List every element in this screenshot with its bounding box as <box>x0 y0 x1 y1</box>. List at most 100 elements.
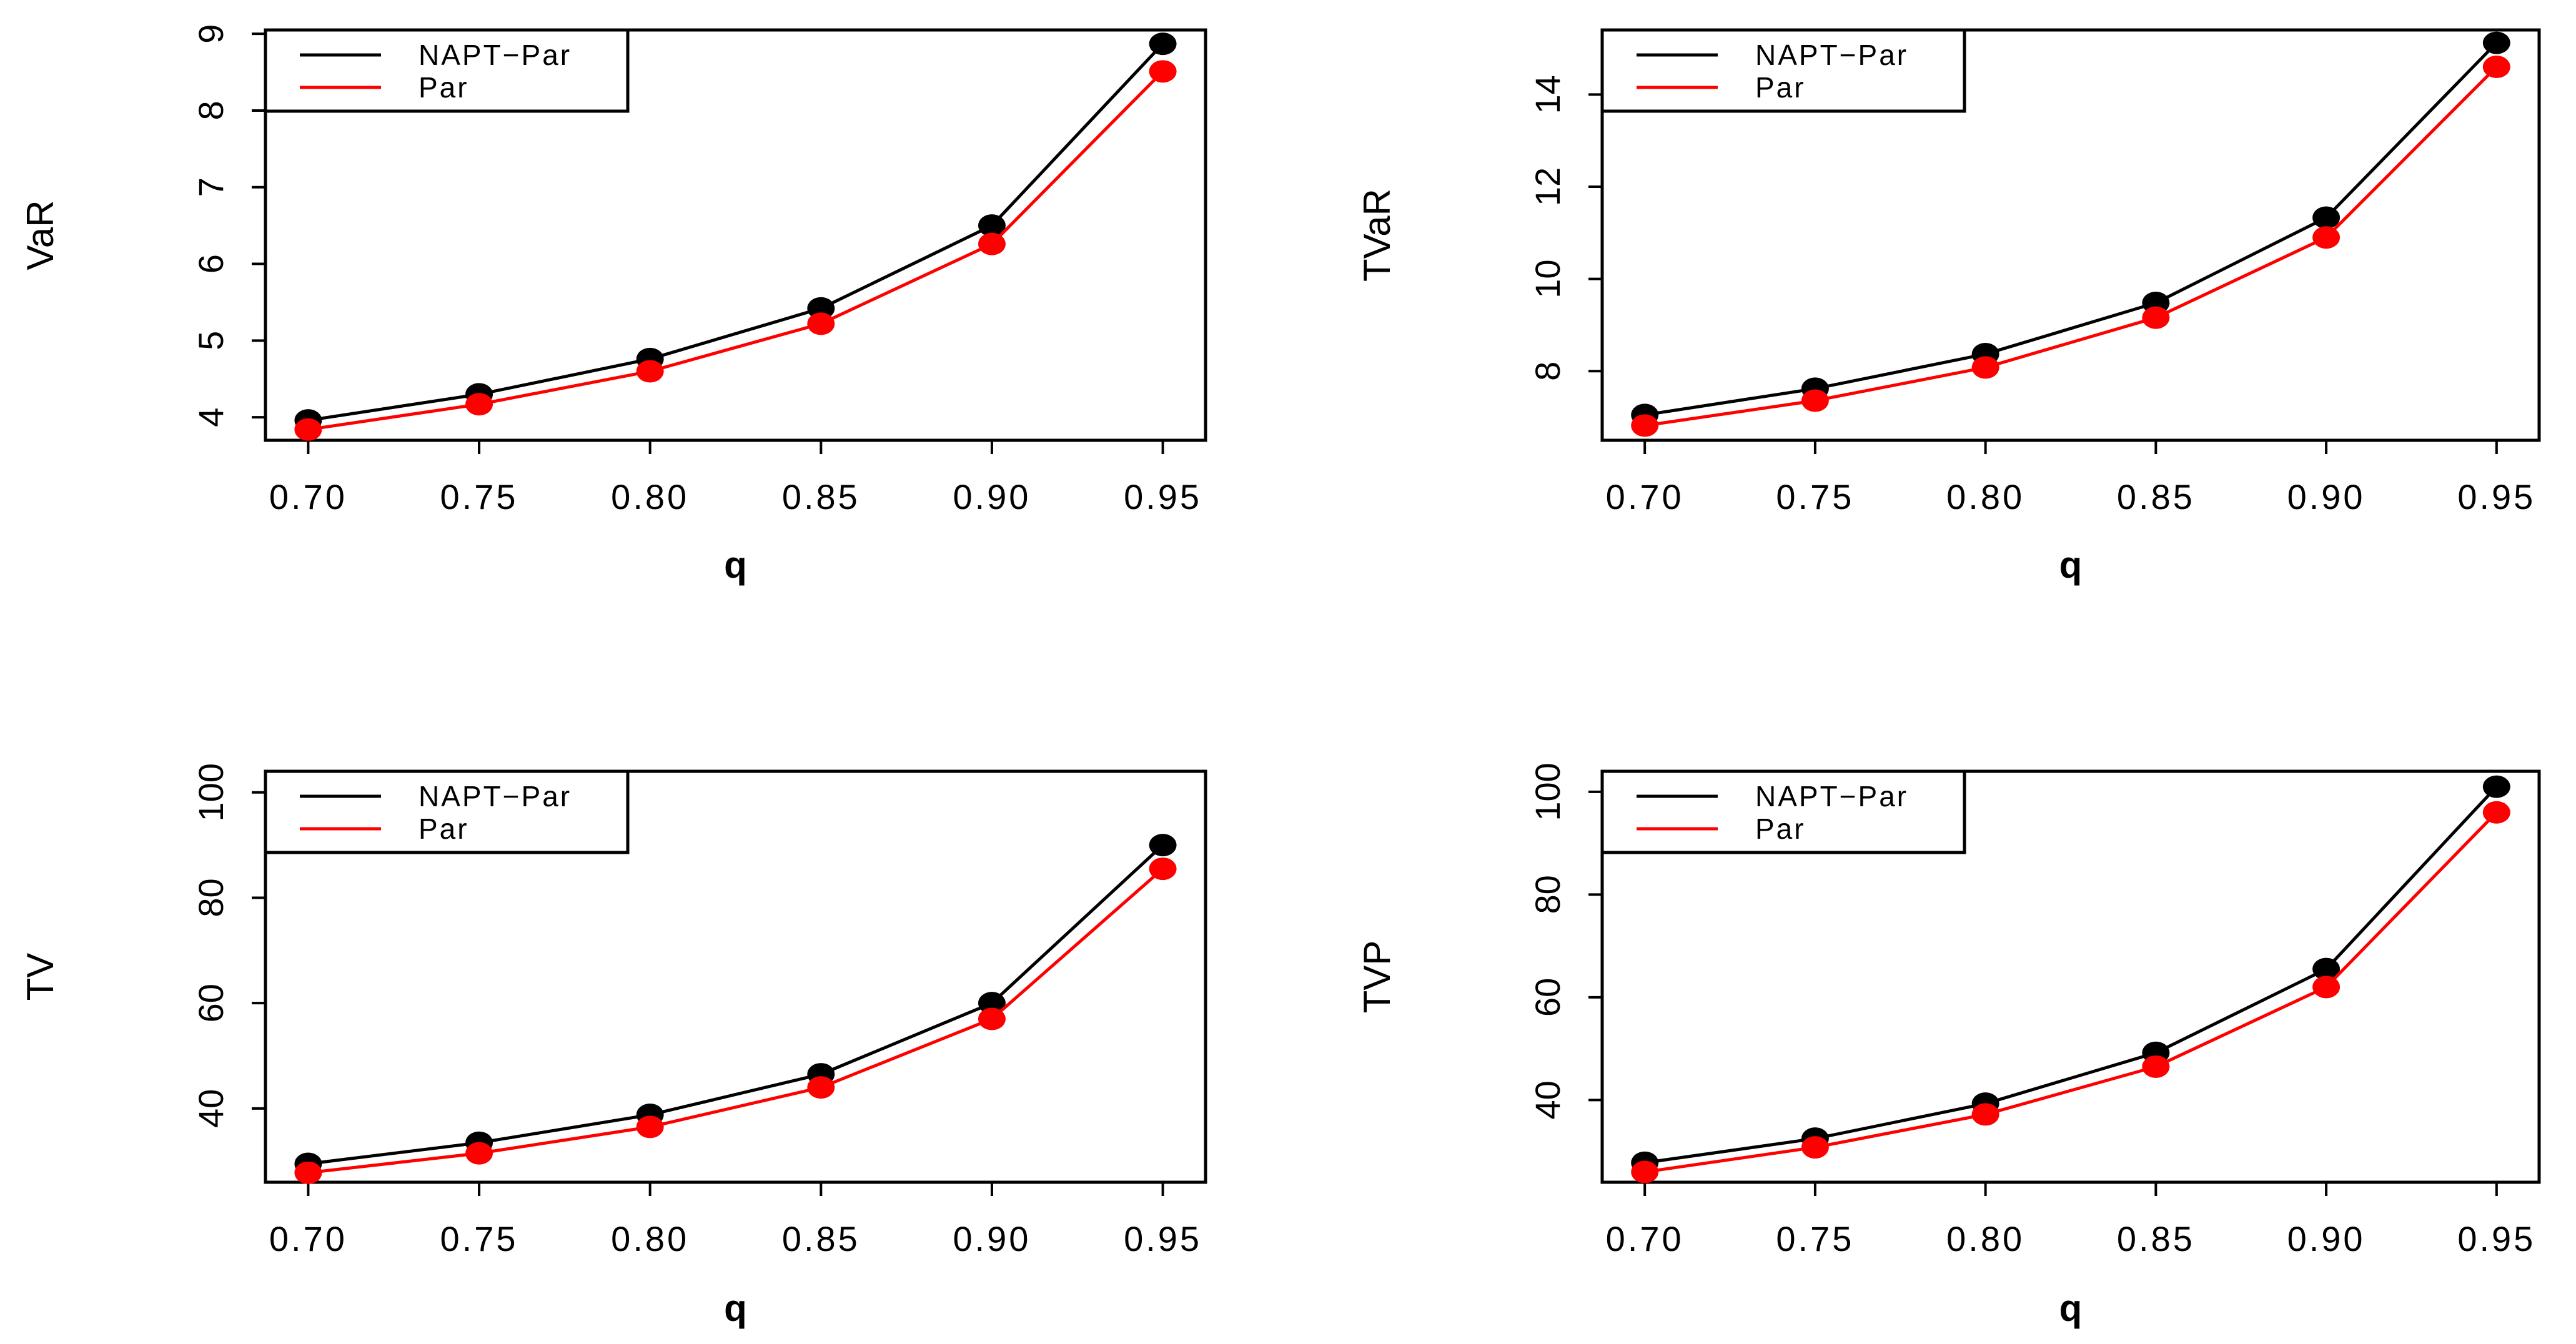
x-axis-title: q <box>724 1287 747 1329</box>
legend-label-par: Par <box>1755 71 1806 104</box>
y-tick-label: 8 <box>1528 362 1567 381</box>
data-point-napt-par <box>2312 957 2341 981</box>
y-tick-label: 60 <box>1528 978 1567 1017</box>
y-tick-label: 80 <box>191 878 230 917</box>
data-point-par <box>465 393 493 416</box>
data-point-par <box>978 232 1006 255</box>
x-tick-label: 0.75 <box>1776 1219 1854 1258</box>
y-axis-title: TVaR <box>1356 189 1398 282</box>
y-tick-label: 12 <box>1528 167 1567 206</box>
legend-label-par: Par <box>419 813 469 845</box>
data-point-par <box>2312 226 2341 249</box>
x-tick-label: 0.90 <box>953 477 1031 516</box>
x-tick-label: 0.85 <box>782 1219 860 1258</box>
x-tick-label: 0.80 <box>1946 477 2024 516</box>
y-tick-label: 60 <box>191 984 230 1022</box>
series-line-napt-par <box>1644 41 2498 417</box>
y-tick-label: 8 <box>191 101 230 120</box>
data-point-par <box>2482 801 2510 824</box>
x-axis-title: q <box>2059 544 2083 586</box>
legend-label-napt-par: NAPT−Par <box>1755 39 1908 71</box>
x-tick-label: 0.95 <box>2457 1219 2535 1258</box>
y-axis-title: TVP <box>1356 941 1398 1014</box>
data-point-par <box>294 1161 322 1184</box>
x-tick-label: 0.80 <box>611 477 689 516</box>
data-point-par <box>2312 976 2341 999</box>
series-line-par <box>308 867 1164 1175</box>
x-tick-label: 0.95 <box>2457 477 2535 516</box>
data-point-par <box>465 1142 493 1165</box>
chart-panel-tvar: 0.70 0.75 0.80 0.85 0.90 0.95 8 10 12 14 q TVaR NAPT… <box>1356 28 2541 586</box>
data-point-napt-par <box>978 214 1006 237</box>
legend-label-napt-par: NAPT−Par <box>1755 780 1908 813</box>
data-point-par <box>1149 857 1177 881</box>
plot-frame <box>1600 769 2541 1184</box>
plot-frame <box>264 769 1207 1184</box>
x-axis-title: q <box>724 544 747 586</box>
series-line-par <box>1644 811 2498 1174</box>
y-tick-label: 40 <box>1528 1080 1567 1119</box>
data-point-par <box>1971 1103 1999 1126</box>
legend-box <box>1600 769 1966 854</box>
chart-panel-tvp: 0.70 0.75 0.80 0.85 0.90 0.95 40 60 80 100 q TVP NAP… <box>1356 763 2541 1329</box>
legend-label-par: Par <box>1755 813 1806 845</box>
y-tick-label: 14 <box>1528 75 1567 114</box>
y-tick-label: 100 <box>191 763 230 821</box>
series-line-par <box>308 70 1164 432</box>
plot-frame <box>264 28 1207 442</box>
data-point-par <box>1971 356 1999 379</box>
y-tick-label: 9 <box>191 24 230 44</box>
legend-box <box>264 28 630 113</box>
y-tick-label: 6 <box>191 254 230 274</box>
data-point-napt-par <box>2482 31 2510 54</box>
x-tick-label: 0.80 <box>611 1219 689 1258</box>
series-line-par <box>1644 66 2498 427</box>
series-line-napt-par <box>308 42 1164 422</box>
x-tick-label: 0.75 <box>440 1219 518 1258</box>
y-tick-label: 80 <box>1528 875 1567 914</box>
x-tick-label: 0.90 <box>2287 477 2365 516</box>
x-tick-label: 0.90 <box>953 1219 1031 1258</box>
data-point-par <box>1631 414 1659 437</box>
data-point-par <box>1801 1136 1829 1159</box>
x-tick-label: 0.70 <box>269 477 347 516</box>
data-point-par <box>807 312 835 335</box>
data-point-napt-par <box>2482 775 2510 798</box>
data-point-par <box>2482 56 2510 79</box>
chart-panel-tv: 0.70 0.75 0.80 0.85 0.90 0.95 40 60 80 100 q TV NAPT… <box>19 763 1207 1329</box>
x-tick-label: 0.85 <box>782 477 860 516</box>
y-tick-label: 5 <box>191 331 230 350</box>
data-point-par <box>1631 1160 1659 1183</box>
y-tick-label: 4 <box>191 408 230 427</box>
y-axis-title: VaR <box>19 200 61 270</box>
x-tick-label: 0.90 <box>2287 1219 2365 1258</box>
x-tick-label: 0.95 <box>1124 477 1202 516</box>
legend-box <box>264 769 630 854</box>
data-point-par <box>1801 389 1829 412</box>
data-point-napt-par <box>1149 32 1177 56</box>
legend-label-napt-par: NAPT−Par <box>419 39 572 71</box>
x-tick-label: 0.70 <box>1606 1219 1684 1258</box>
legend-box <box>1600 28 1966 113</box>
data-point-napt-par <box>1149 834 1177 857</box>
data-point-par <box>2142 1055 2170 1078</box>
data-point-par <box>2142 306 2170 329</box>
x-tick-label: 0.75 <box>1776 477 1854 516</box>
x-tick-label: 0.70 <box>1606 477 1684 516</box>
y-tick-label: 40 <box>191 1089 230 1128</box>
x-tick-label: 0.70 <box>269 1219 347 1258</box>
series-line-napt-par <box>1644 785 2498 1165</box>
legend-label-napt-par: NAPT−Par <box>419 780 572 813</box>
chart-panel-var: 0.70 0.75 0.80 0.85 0.90 0.95 4 5 6 7 8 9 q VaR NAPT−P… <box>19 24 1207 586</box>
data-point-napt-par <box>978 992 1006 1015</box>
legend-label-par: Par <box>419 71 469 104</box>
y-tick-label: 100 <box>1528 763 1567 821</box>
x-tick-label: 0.75 <box>440 477 518 516</box>
series-line-napt-par <box>308 844 1164 1165</box>
x-tick-label: 0.85 <box>2117 1219 2195 1258</box>
